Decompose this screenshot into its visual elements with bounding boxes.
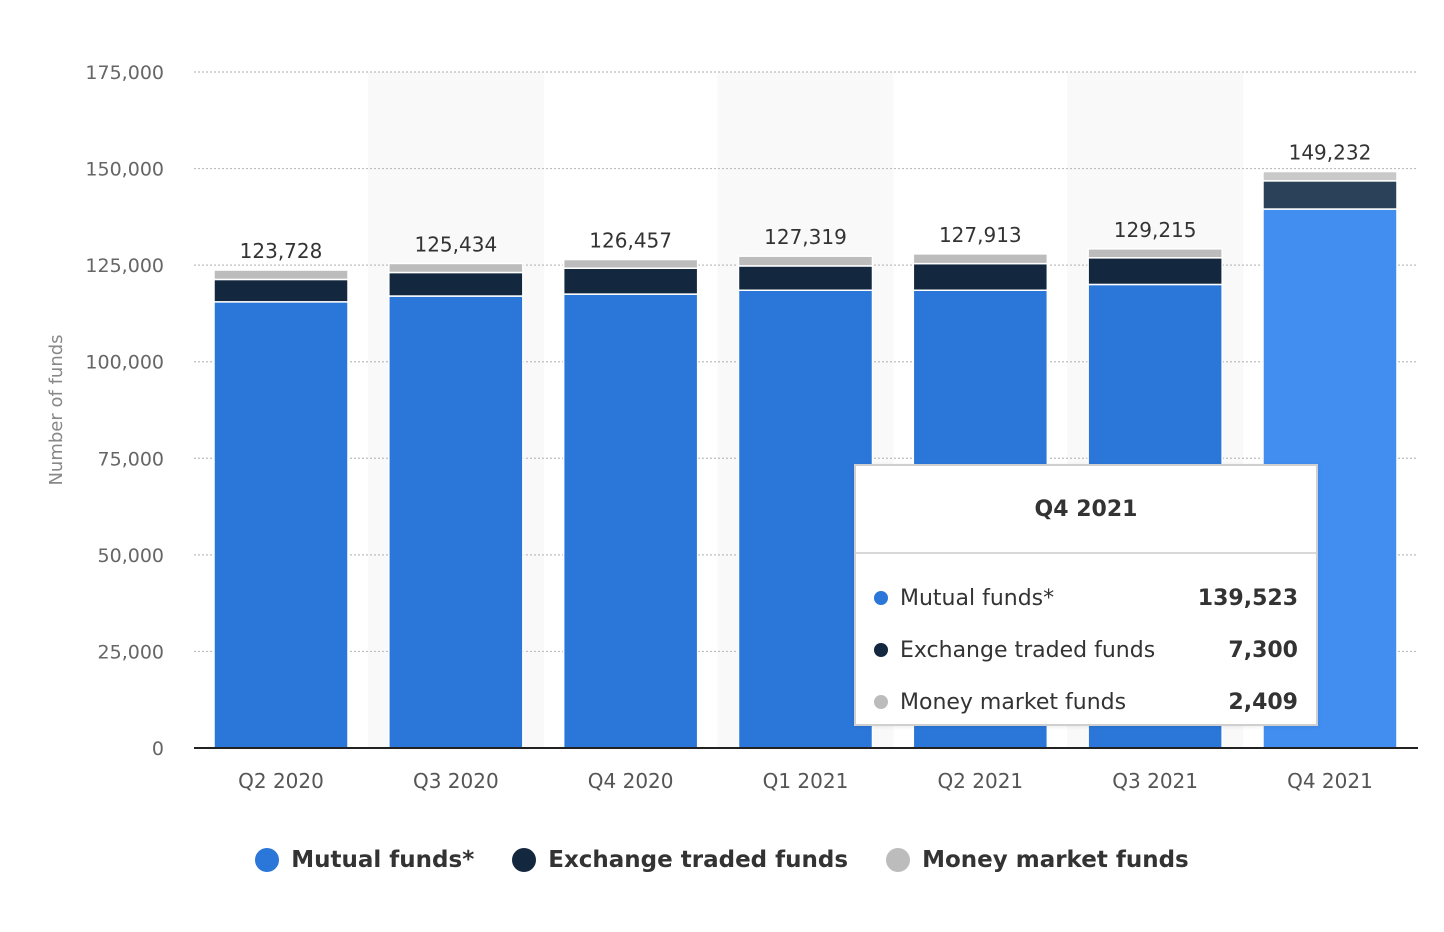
tooltip: Q4 2021 Mutual funds* 139,523 Exchange t… — [854, 464, 1318, 726]
bar-segment-mutual-funds[interactable] — [562, 293, 699, 749]
bar-segment-mutual-funds[interactable] — [737, 289, 874, 749]
bar-segment-exchange-traded-funds[interactable] — [1262, 180, 1398, 210]
bar-total-label: 129,215 — [1114, 218, 1197, 242]
legend-item-money-market-funds[interactable]: Money market funds — [886, 847, 1189, 873]
y-tick-label: 125,000 — [85, 255, 164, 277]
tooltip-dot-exchange-traded-funds — [874, 643, 888, 657]
y-tick-label: 175,000 — [85, 62, 164, 84]
tooltip-row-money-market-funds: Money market funds 2,409 — [856, 676, 1316, 728]
bar-segment-exchange-traded-funds[interactable] — [562, 267, 699, 295]
bar-segment-money-market-funds[interactable] — [912, 253, 1049, 265]
bar-total-label: 126,457 — [589, 229, 672, 253]
tooltip-series-name: Money market funds — [900, 689, 1127, 715]
tooltip-series-name: Mutual funds* — [900, 585, 1055, 611]
tooltip-dot-mutual-funds — [874, 591, 888, 605]
bar-segment-money-market-funds[interactable] — [213, 269, 349, 281]
bar-total-label: 125,434 — [414, 232, 497, 256]
legend-dot-money-market-funds — [886, 848, 911, 872]
legend: Mutual funds* Exchange traded funds Mone… — [0, 838, 1444, 882]
bar-segment-money-market-funds[interactable] — [737, 255, 874, 267]
legend-dot-exchange-traded-funds — [512, 848, 537, 872]
legend-label: Money market funds — [922, 847, 1189, 873]
bar-segment-exchange-traded-funds[interactable] — [213, 278, 349, 303]
x-tick-label: Q1 2021 — [763, 769, 849, 793]
tooltip-row-exchange-traded-funds: Exchange traded funds 7,300 — [856, 624, 1316, 676]
bar-total-label: 127,319 — [764, 225, 847, 249]
x-tick-label: Q2 2020 — [238, 769, 324, 793]
bar-segment-money-market-funds[interactable] — [1262, 170, 1398, 182]
tooltip-series-value: 7,300 — [1228, 637, 1298, 663]
legend-label: Exchange traded funds — [548, 847, 849, 873]
x-tick-label: Q2 2021 — [937, 769, 1023, 793]
tooltip-row-mutual-funds: Mutual funds* 139,523 — [856, 572, 1316, 624]
y-tick-label: 50,000 — [98, 545, 164, 567]
y-tick-label: 100,000 — [85, 352, 164, 374]
y-tick-label: 25,000 — [98, 641, 164, 663]
bar-segment-money-market-funds[interactable] — [1087, 248, 1223, 259]
bar-segment-exchange-traded-funds[interactable] — [737, 265, 874, 292]
x-tick-label: Q3 2020 — [413, 769, 499, 793]
tooltip-rows: Mutual funds* 139,523 Exchange traded fu… — [856, 554, 1316, 728]
tooltip-series-value: 2,409 — [1228, 689, 1298, 715]
y-axis-label: Number of funds — [46, 334, 67, 485]
y-tick-label: 75,000 — [98, 448, 164, 470]
bar-segment-mutual-funds[interactable] — [213, 301, 349, 749]
x-tick-label: Q4 2020 — [588, 769, 674, 793]
bar-segment-exchange-traded-funds[interactable] — [1087, 257, 1223, 286]
y-tick-label: 150,000 — [85, 159, 164, 181]
bar-segment-exchange-traded-funds[interactable] — [388, 271, 524, 297]
x-tick-label: Q4 2021 — [1287, 769, 1373, 793]
legend-dot-mutual-funds — [255, 848, 280, 872]
legend-item-mutual-funds[interactable]: Mutual funds* — [255, 847, 474, 873]
bar-total-label: 149,232 — [1289, 141, 1372, 165]
bar-segment-mutual-funds[interactable] — [388, 295, 524, 749]
total-labels: 123,728 125,434 126,457 127,319 127,913 129,2… — [240, 141, 1372, 264]
bar-total-label: 123,728 — [240, 239, 323, 263]
x-tick-label: Q3 2021 — [1112, 769, 1198, 793]
y-axis-ticks: 0 25,000 50,000 75,000 100,000 125,000 150,000… — [85, 62, 164, 760]
legend-label: Mutual funds* — [291, 847, 475, 873]
y-tick-label: 0 — [152, 738, 164, 760]
tooltip-title: Q4 2021 — [856, 466, 1316, 554]
bar-segment-money-market-funds[interactable] — [388, 262, 524, 274]
bar-segment-money-market-funds[interactable] — [562, 258, 699, 269]
tooltip-series-name: Exchange traded funds — [900, 637, 1156, 663]
bar-segment-exchange-traded-funds[interactable] — [912, 262, 1049, 292]
tooltip-dot-money-market-funds — [874, 695, 888, 709]
legend-item-exchange-traded-funds[interactable]: Exchange traded funds — [512, 847, 848, 873]
bar-total-label: 127,913 — [939, 223, 1022, 247]
tooltip-series-value: 139,523 — [1197, 585, 1298, 611]
x-axis-ticks: Q2 2020 Q3 2020 Q4 2020 Q1 2021 Q2 2021 Q3 20… — [238, 769, 1373, 793]
